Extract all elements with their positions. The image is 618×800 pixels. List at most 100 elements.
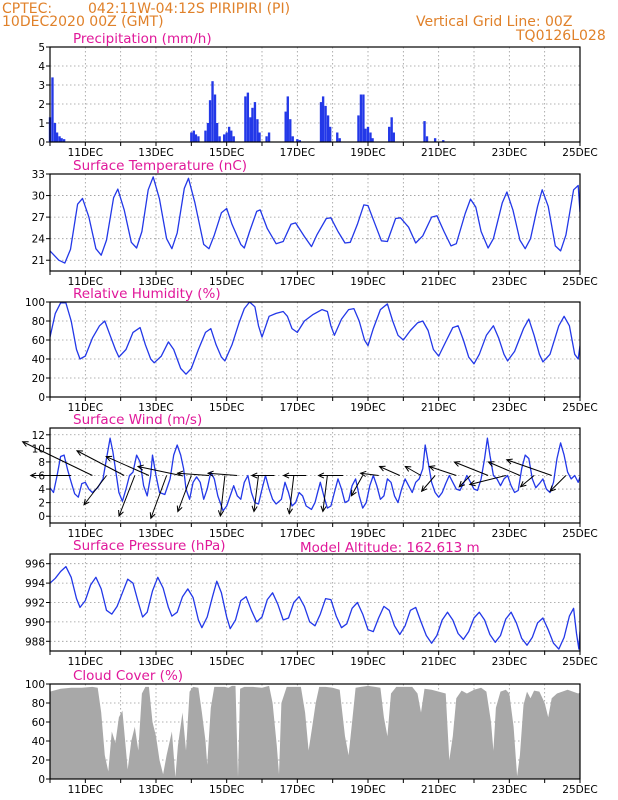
precipitation-bar	[227, 126, 231, 142]
temperature-ytick-label: 24	[32, 234, 46, 246]
wind-arrow-head	[505, 458, 513, 465]
wind-arrow-head	[428, 465, 436, 472]
wind-arrow-head	[420, 485, 428, 493]
precipitation-bar	[60, 138, 63, 142]
precipitation-bar	[338, 138, 341, 142]
temperature-date-label: 21DEC	[421, 276, 456, 288]
pressure-frame	[49, 553, 581, 652]
cloud-cover-title: Cloud Cover (%)	[73, 668, 183, 684]
precipitation-bar	[369, 132, 372, 142]
humidity-date-label: 19DEC	[350, 402, 385, 414]
precipitation-date-label: 21DEC	[421, 147, 456, 159]
humidity-ytick-label: 100	[25, 297, 45, 309]
precipitation-bar	[362, 94, 365, 142]
precipitation-date-label: 13DEC	[138, 147, 173, 159]
precipitation-bar	[371, 138, 374, 142]
precipitation-frame	[49, 46, 581, 143]
wind-arrow-shaft	[549, 475, 567, 492]
wind-arrow	[487, 461, 521, 476]
wind-arrow-shaft	[253, 475, 259, 512]
precipitation-bar	[253, 102, 257, 142]
precipitation-bar	[265, 136, 268, 142]
humidity-date-label: 21DEC	[421, 402, 456, 414]
wind-arrow	[176, 470, 210, 477]
precipitation-date-label: 19DEC	[350, 147, 385, 159]
humidity-line	[50, 302, 580, 375]
precipitation-bar	[321, 96, 325, 142]
wind-arrow-head	[176, 470, 184, 477]
wind-arrow	[317, 472, 344, 479]
precipitation-bar	[326, 115, 330, 142]
cloud-cover-date-label: 19DEC	[350, 784, 385, 796]
precipitation-bar	[225, 132, 228, 142]
wind-arrow-head	[149, 512, 156, 520]
precipitation-date-label: 23DEC	[492, 147, 527, 159]
cloud-cover-ytick-label: 80	[32, 698, 45, 710]
wind-arrow-head	[458, 480, 466, 488]
precipitation-bar	[392, 132, 395, 142]
wind-arrow-shaft	[177, 475, 192, 512]
wind-date-label: 23DEC	[492, 528, 527, 540]
temperature-date-label: 11DEC	[68, 276, 103, 288]
wind-ytick-label: 12	[32, 430, 45, 442]
wind-arrow-head	[136, 464, 144, 471]
precipitation-bar	[324, 105, 327, 142]
precipitation-ytick-label: 1	[38, 118, 45, 130]
panel-temperature: 21 24 27 30 33 11DEC 13DEC 15DEC 17DEC 19DEC 21DEC…	[32, 158, 598, 288]
wind-arrow-shaft	[351, 475, 364, 496]
precipitation-bar	[204, 130, 207, 142]
temperature-line	[50, 176, 580, 264]
panel-wind: 02468101211DEC13DEC15DEC17DEC19DEC21DEC2…	[21, 412, 598, 540]
precipitation-bar	[289, 119, 292, 142]
wind-arrow-head	[176, 505, 183, 513]
wind-arrow-head	[250, 472, 258, 479]
wind-arrow	[149, 475, 168, 520]
temperature-date-label: 19DEC	[350, 276, 385, 288]
precipitation-bar	[366, 126, 370, 142]
wind-date-label: 21DEC	[421, 528, 456, 540]
wind-arrow	[468, 475, 506, 487]
model-altitude-label: Model Altitude: 162.613 m	[300, 540, 480, 556]
wind-arrow-head	[83, 498, 90, 506]
wind-arrow-shaft	[405, 466, 422, 476]
precipitation-bar	[190, 132, 193, 142]
humidity-ytick-label: 60	[32, 335, 45, 347]
wind-arrow-head	[350, 489, 357, 497]
cloud-cover-area	[50, 685, 580, 779]
wind-arrow	[118, 475, 136, 518]
wind-arrow-head	[217, 510, 225, 518]
wind-date-label: 19DEC	[350, 528, 385, 540]
header: CPTEC: 042:11W-04:12S PIRIPIRI (PI) 10DE…	[2, 1, 606, 44]
precipitation-bar	[319, 102, 323, 142]
precipitation-bar	[62, 139, 66, 142]
precipitation-bar	[364, 128, 367, 142]
humidity-ytick-label: 80	[32, 316, 45, 328]
wind-arrow	[359, 470, 379, 477]
pressure-date-label: 17DEC	[280, 656, 315, 668]
humidity-date-label: 15DEC	[209, 402, 244, 414]
wind-ytick-label: 4	[38, 484, 45, 496]
temperature-ytick-label: 27	[32, 212, 45, 224]
precipitation-ytick-label: 3	[38, 80, 45, 92]
precipitation-bar	[208, 100, 212, 142]
precipitation-ytick-label: 2	[38, 99, 45, 111]
temperature-date-label: 17DEC	[280, 276, 315, 288]
wind-arrow-head	[118, 509, 124, 518]
wind-arrow-head	[282, 472, 290, 479]
precipitation-date-label: 25DEC	[562, 147, 597, 159]
wind-ytick-label: 8	[38, 457, 45, 469]
wind-date-label: 11DEC	[68, 528, 103, 540]
wind-arrow	[251, 475, 259, 513]
header-location: 042:11W-04:12S PIRIPIRI (PI)	[88, 1, 290, 17]
wind-arrow-head	[251, 505, 258, 513]
cloud-cover-date-label: 11DEC	[68, 784, 103, 796]
cloud-cover-ytick-label: 20	[32, 755, 45, 767]
precipitation-bar	[51, 77, 54, 142]
wind-arrow	[75, 450, 125, 476]
precipitation-bar	[194, 134, 198, 142]
humidity-ytick-label: 20	[32, 373, 45, 385]
wind-arrow-head	[549, 485, 556, 493]
panel-cloud-cover: 0 20 40 60 80 100 11DEC 13DEC 15DEC 17DEC 19DEC 21D…	[25, 668, 598, 796]
